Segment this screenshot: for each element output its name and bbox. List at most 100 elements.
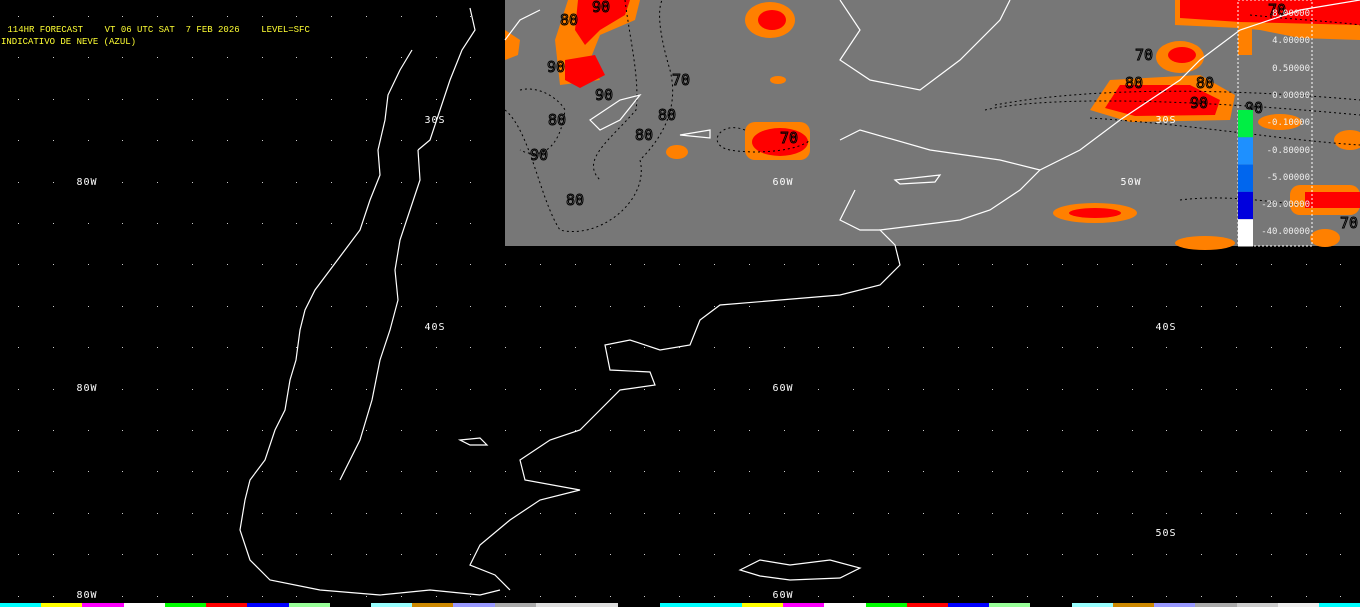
- grid-dot: [1306, 554, 1307, 555]
- grid-dot: [505, 471, 506, 472]
- grid-dot: [1062, 347, 1063, 348]
- grid-dot: [749, 389, 750, 390]
- grid-dot: [923, 347, 924, 348]
- grid-dot: [888, 430, 889, 431]
- grid-dot: [122, 389, 123, 390]
- strip-swatch: [618, 603, 660, 607]
- grid-dot: [470, 306, 471, 307]
- grid-label: 50W: [1120, 177, 1141, 188]
- grid-dot: [679, 471, 680, 472]
- grid-dot: [784, 596, 785, 597]
- grid-dot: [157, 554, 158, 555]
- grid-dot: [714, 347, 715, 348]
- grid-dot: [575, 513, 576, 514]
- grid-dot: [1201, 596, 1202, 597]
- grid-dot: [1097, 347, 1098, 348]
- grid-label: 30S: [424, 115, 445, 126]
- grid-dot: [505, 513, 506, 514]
- grid-dot: [1097, 264, 1098, 265]
- grid-dot: [122, 57, 123, 58]
- grid-dot: [88, 554, 89, 555]
- grid-dot: [366, 223, 367, 224]
- grid-dot: [888, 596, 889, 597]
- grid-dot: [122, 306, 123, 307]
- grid-dot: [157, 513, 158, 514]
- grid-dot: [436, 182, 437, 183]
- legend-value: -20.00000: [1261, 200, 1310, 210]
- contour-label: 70: [780, 129, 798, 147]
- grid-dot: [644, 513, 645, 514]
- grid-dot: [1027, 596, 1028, 597]
- grid-dot: [470, 223, 471, 224]
- grid-dot: [679, 347, 680, 348]
- grid-dot: [1132, 389, 1133, 390]
- grid-dot: [784, 347, 785, 348]
- grid-dot: [1166, 430, 1167, 431]
- grid-dot: [505, 554, 506, 555]
- grid-dot: [1201, 389, 1202, 390]
- grid-dot: [1201, 513, 1202, 514]
- grid-dot: [853, 430, 854, 431]
- grid-dot: [192, 430, 193, 431]
- grid-dot: [53, 471, 54, 472]
- grid-dot: [401, 264, 402, 265]
- grid-dot: [610, 471, 611, 472]
- grid-dot: [122, 99, 123, 100]
- grid-dot: [262, 223, 263, 224]
- color-legend: 8.00000 4.00000 0.50000 0.00000 -0.10000 -0.8…: [1237, 0, 1313, 247]
- grid-dot: [470, 554, 471, 555]
- grid-dot: [1097, 389, 1098, 390]
- grid-dot: [1097, 554, 1098, 555]
- grid-dot: [644, 471, 645, 472]
- grid-dot: [262, 596, 263, 597]
- grid-dots: [18, 16, 1341, 597]
- grid-dot: [1201, 264, 1202, 265]
- grid-dot: [331, 16, 332, 17]
- grid-dot: [992, 347, 993, 348]
- legend-swatch: [1238, 191, 1253, 220]
- contour-label: 70: [1268, 1, 1286, 19]
- grid-dot: [679, 306, 680, 307]
- grid-dot: [192, 16, 193, 17]
- grid-dot: [366, 306, 367, 307]
- grid-dot: [853, 389, 854, 390]
- grid-label: 80W: [76, 383, 97, 394]
- grid-dot: [540, 389, 541, 390]
- grid-dot: [575, 596, 576, 597]
- grid-dot: [88, 347, 89, 348]
- legend-value: -0.80000: [1267, 146, 1310, 156]
- grid-dot: [262, 389, 263, 390]
- strip-swatch: [1030, 603, 1072, 607]
- grid-dot: [227, 471, 228, 472]
- grid-dot: [262, 264, 263, 265]
- grid-dot: [1166, 513, 1167, 514]
- grid-dot: [714, 471, 715, 472]
- strip-swatch: [453, 603, 495, 607]
- grid-dot: [1062, 596, 1063, 597]
- grid-dot: [853, 306, 854, 307]
- grid-dot: [818, 347, 819, 348]
- grid-dot: [1236, 471, 1237, 472]
- grid-dot: [157, 223, 158, 224]
- grid-dot: [470, 389, 471, 390]
- grid-dot: [1340, 264, 1341, 265]
- grid-dot: [1236, 430, 1237, 431]
- contour-label: 90: [592, 0, 610, 16]
- grid-dot: [644, 347, 645, 348]
- grid-dot: [958, 596, 959, 597]
- grid-dot: [262, 99, 263, 100]
- grid-dot: [888, 389, 889, 390]
- grid-label: 40S: [424, 322, 445, 333]
- grid-dot: [88, 430, 89, 431]
- grid-dot: [88, 99, 89, 100]
- grid-dot: [436, 306, 437, 307]
- grid-dot: [644, 389, 645, 390]
- grid-dot: [157, 99, 158, 100]
- grid-dot: [122, 140, 123, 141]
- forecast-title: 114HR FORECAST VT 06 UTC SAT 7 FEB 2026 …: [2, 25, 310, 35]
- strip-swatch: [1154, 603, 1196, 607]
- grid-dot: [366, 389, 367, 390]
- grid-dot: [610, 596, 611, 597]
- grid-dot: [296, 389, 297, 390]
- grid-dot: [679, 596, 680, 597]
